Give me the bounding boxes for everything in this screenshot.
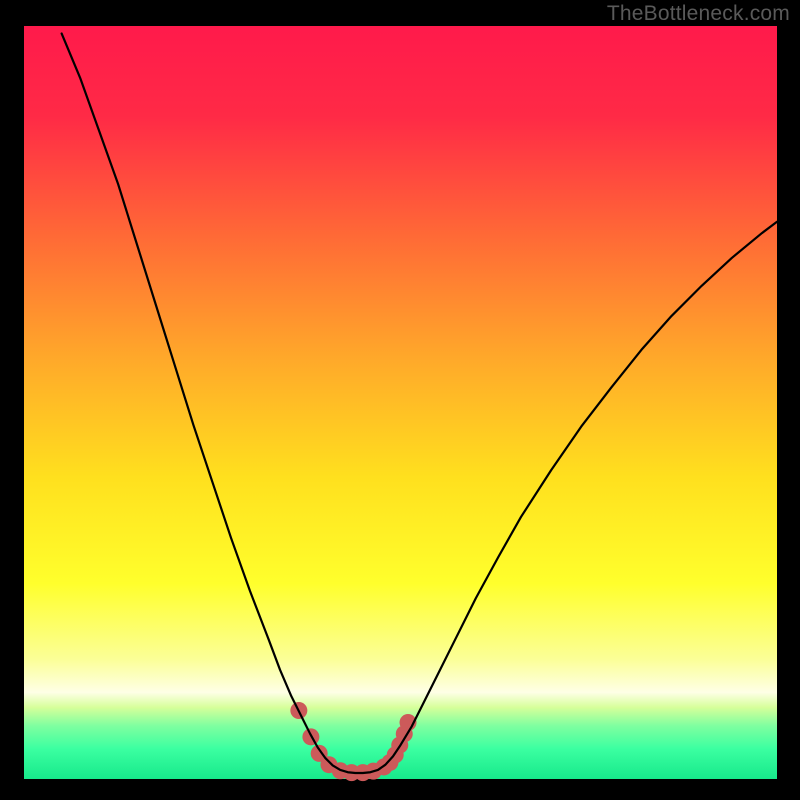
bottleneck-chart: [0, 0, 800, 800]
chart-container: TheBottleneck.com: [0, 0, 800, 800]
attribution-label: TheBottleneck.com: [607, 2, 790, 26]
gradient-plot-area: [24, 26, 777, 779]
